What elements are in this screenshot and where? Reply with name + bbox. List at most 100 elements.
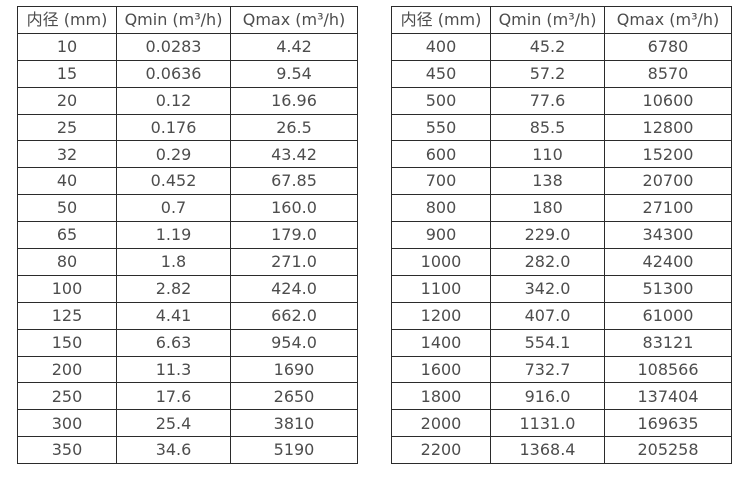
table-cell: 550 bbox=[391, 113, 491, 142]
table-cell: 554.1 bbox=[490, 328, 605, 357]
table-cell: 954.0 bbox=[230, 328, 358, 357]
table-cell: 0.176 bbox=[116, 113, 231, 142]
table-row: 32 0.29 43.42 bbox=[17, 140, 358, 169]
table-row: 1000 282.0 42400 bbox=[391, 248, 732, 276]
table-row: 1100 342.0 51300 bbox=[391, 274, 732, 303]
table-cell: 400 bbox=[391, 32, 491, 61]
table-cell: 900 bbox=[391, 221, 491, 250]
table-cell: 34.6 bbox=[116, 436, 231, 465]
table-cell: 271.0 bbox=[230, 248, 358, 276]
table-cell: 250 bbox=[17, 382, 117, 411]
table-cell: 1.19 bbox=[116, 221, 231, 250]
table-row: 400 45.2 6780 bbox=[391, 32, 732, 61]
table-row: 350 34.6 5190 bbox=[17, 436, 358, 465]
table-cell: 424.0 bbox=[230, 274, 358, 303]
column-header-qmin: Qmin (m³/h) bbox=[116, 6, 231, 34]
table-row: 450 57.2 8570 bbox=[391, 59, 732, 88]
table-row: 2000 1131.0 169635 bbox=[391, 409, 732, 438]
flow-rate-table-right: 内径 (mm) Qmin (m³/h) Qmax (m³/h) 400 45.2 6… bbox=[391, 6, 732, 465]
table-cell: 0.0636 bbox=[116, 59, 231, 88]
header-row: 内径 (mm) Qmin (m³/h) Qmax (m³/h) bbox=[17, 6, 358, 34]
table-row: 40 0.452 67.85 bbox=[17, 167, 358, 196]
table-row: 1600 732.7 108566 bbox=[391, 355, 732, 384]
column-header-qmin: Qmin (m³/h) bbox=[490, 6, 605, 34]
table-cell: 0.29 bbox=[116, 140, 231, 169]
table-header: 内径 (mm) Qmin (m³/h) Qmax (m³/h) bbox=[17, 6, 358, 34]
table-cell: 916.0 bbox=[490, 382, 605, 411]
table-cell: 180 bbox=[490, 194, 605, 223]
table-cell: 34300 bbox=[604, 221, 732, 250]
table-cell: 40 bbox=[17, 167, 117, 196]
table-row: 100 2.82 424.0 bbox=[17, 274, 358, 303]
table-cell: 2650 bbox=[230, 382, 358, 411]
table-cell: 5190 bbox=[230, 436, 358, 465]
table-cell: 4.42 bbox=[230, 32, 358, 61]
table-body: 10 0.0283 4.42 15 0.0636 9.54 20 0.12 16.96 25 0.1… bbox=[17, 32, 358, 465]
table-cell: 27100 bbox=[604, 194, 732, 223]
column-header-inner-diameter: 内径 (mm) bbox=[391, 6, 491, 34]
table-cell: 1368.4 bbox=[490, 436, 605, 465]
table-row: 25 0.176 26.5 bbox=[17, 113, 358, 142]
header-row: 内径 (mm) Qmin (m³/h) Qmax (m³/h) bbox=[391, 6, 732, 34]
table-row: 2200 1368.4 205258 bbox=[391, 436, 732, 465]
table-cell: 65 bbox=[17, 221, 117, 250]
table-cell: 42400 bbox=[604, 248, 732, 276]
table-cell: 1600 bbox=[391, 355, 491, 384]
table-body: 400 45.2 6780 450 57.2 8570 500 77.6 10600 550 85.… bbox=[391, 32, 732, 465]
table-cell: 2000 bbox=[391, 409, 491, 438]
table-cell: 50 bbox=[17, 194, 117, 223]
table-row: 1800 916.0 137404 bbox=[391, 382, 732, 411]
table-cell: 700 bbox=[391, 167, 491, 196]
flow-rate-table-left: 内径 (mm) Qmin (m³/h) Qmax (m³/h) 10 0.0283… bbox=[17, 6, 358, 465]
table-cell: 51300 bbox=[604, 274, 732, 303]
table-cell: 137404 bbox=[604, 382, 732, 411]
table-cell: 25 bbox=[17, 113, 117, 142]
table-cell: 1.8 bbox=[116, 248, 231, 276]
table-row: 900 229.0 34300 bbox=[391, 221, 732, 250]
table-cell: 1000 bbox=[391, 248, 491, 276]
table-row: 700 138 20700 bbox=[391, 167, 732, 196]
table-cell: 20700 bbox=[604, 167, 732, 196]
table-cell: 6.63 bbox=[116, 328, 231, 357]
table-cell: 108566 bbox=[604, 355, 732, 384]
table-cell: 160.0 bbox=[230, 194, 358, 223]
table-cell: 179.0 bbox=[230, 221, 358, 250]
column-header-qmax: Qmax (m³/h) bbox=[604, 6, 732, 34]
table-cell: 500 bbox=[391, 86, 491, 115]
table-cell: 600 bbox=[391, 140, 491, 169]
table-cell: 205258 bbox=[604, 436, 732, 465]
table-header: 内径 (mm) Qmin (m³/h) Qmax (m³/h) bbox=[391, 6, 732, 34]
table-cell: 150 bbox=[17, 328, 117, 357]
table-row: 800 180 27100 bbox=[391, 194, 732, 223]
table-cell: 12800 bbox=[604, 113, 732, 142]
table-cell: 9.54 bbox=[230, 59, 358, 88]
table-cell: 732.7 bbox=[490, 355, 605, 384]
column-header-qmax: Qmax (m³/h) bbox=[230, 6, 358, 34]
table-cell: 32 bbox=[17, 140, 117, 169]
table-cell: 125 bbox=[17, 301, 117, 330]
table-cell: 45.2 bbox=[490, 32, 605, 61]
table-row: 1400 554.1 83121 bbox=[391, 328, 732, 357]
table-cell: 110 bbox=[490, 140, 605, 169]
table-row: 600 110 15200 bbox=[391, 140, 732, 169]
table-cell: 8570 bbox=[604, 59, 732, 88]
table-cell: 0.452 bbox=[116, 167, 231, 196]
table-cell: 10600 bbox=[604, 86, 732, 115]
table-cell: 800 bbox=[391, 194, 491, 223]
table-row: 250 17.6 2650 bbox=[17, 382, 358, 411]
table-row: 10 0.0283 4.42 bbox=[17, 32, 358, 61]
table-cell: 1131.0 bbox=[490, 409, 605, 438]
table-row: 15 0.0636 9.54 bbox=[17, 59, 358, 88]
table-cell: 80 bbox=[17, 248, 117, 276]
table-cell: 100 bbox=[17, 274, 117, 303]
table-cell: 6780 bbox=[604, 32, 732, 61]
table-cell: 83121 bbox=[604, 328, 732, 357]
table-cell: 43.42 bbox=[230, 140, 358, 169]
table-cell: 0.12 bbox=[116, 86, 231, 115]
table-cell: 0.7 bbox=[116, 194, 231, 223]
table-cell: 11.3 bbox=[116, 355, 231, 384]
table-cell: 3810 bbox=[230, 409, 358, 438]
table-cell: 282.0 bbox=[490, 248, 605, 276]
table-cell: 57.2 bbox=[490, 59, 605, 88]
